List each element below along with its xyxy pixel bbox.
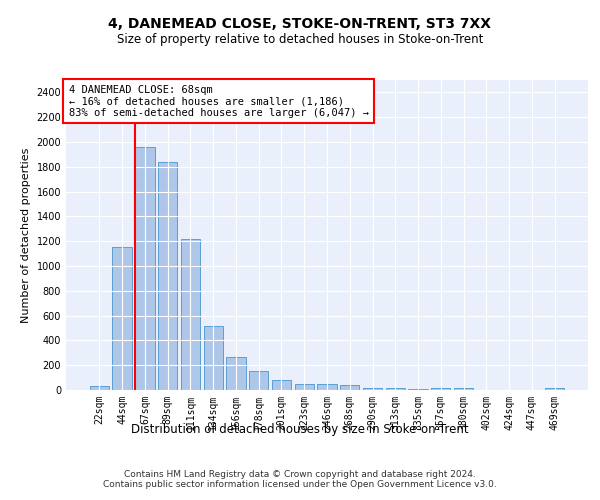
Bar <box>203 326 223 390</box>
Bar <box>545 388 564 390</box>
Text: Size of property relative to detached houses in Stoke-on-Trent: Size of property relative to detached ho… <box>117 32 483 46</box>
Bar <box>295 384 314 390</box>
Bar <box>90 386 109 390</box>
Bar <box>431 388 451 390</box>
Bar <box>317 384 337 390</box>
Bar <box>158 162 178 390</box>
Bar <box>226 357 245 390</box>
Text: Distribution of detached houses by size in Stoke-on-Trent: Distribution of detached houses by size … <box>131 422 469 436</box>
Bar <box>409 389 428 390</box>
Bar <box>386 388 405 390</box>
Text: 4, DANEMEAD CLOSE, STOKE-ON-TRENT, ST3 7XX: 4, DANEMEAD CLOSE, STOKE-ON-TRENT, ST3 7… <box>109 18 491 32</box>
Text: 4 DANEMEAD CLOSE: 68sqm
← 16% of detached houses are smaller (1,186)
83% of semi: 4 DANEMEAD CLOSE: 68sqm ← 16% of detache… <box>68 84 368 118</box>
Bar <box>454 388 473 390</box>
Bar <box>340 385 359 390</box>
Bar <box>272 380 291 390</box>
Text: Contains HM Land Registry data © Crown copyright and database right 2024.: Contains HM Land Registry data © Crown c… <box>124 470 476 479</box>
Bar <box>363 388 382 390</box>
Bar <box>112 248 132 390</box>
Y-axis label: Number of detached properties: Number of detached properties <box>21 148 31 322</box>
Bar <box>181 240 200 390</box>
Bar <box>249 371 268 390</box>
Text: Contains public sector information licensed under the Open Government Licence v3: Contains public sector information licen… <box>103 480 497 489</box>
Bar <box>135 147 155 390</box>
